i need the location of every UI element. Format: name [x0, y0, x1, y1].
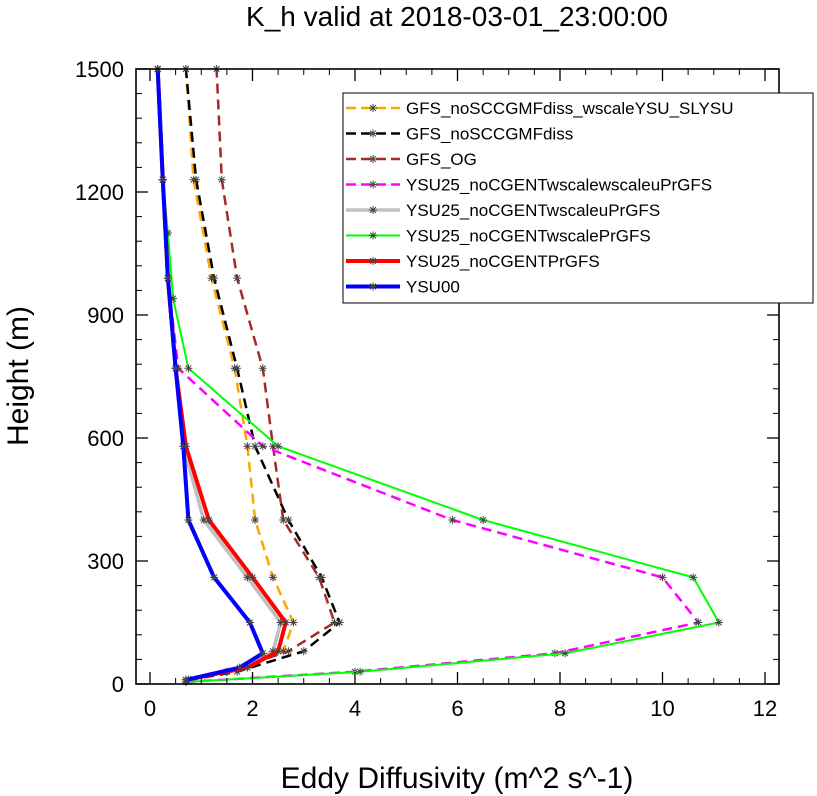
data-point	[233, 667, 242, 676]
data-point	[233, 364, 242, 373]
legend-label: YSU00	[406, 278, 460, 297]
x-tick-label: 2	[246, 696, 258, 721]
data-point	[248, 573, 257, 582]
data-point	[251, 442, 260, 451]
legend-label: YSU25_noCGENTPrGFS	[406, 252, 600, 271]
data-point	[235, 663, 244, 672]
data-point	[243, 442, 252, 451]
data-point	[276, 618, 285, 627]
x-tick-label: 12	[753, 696, 777, 721]
series-line	[155, 68, 265, 682]
legend-label: GFS_OG	[406, 150, 477, 169]
data-point	[284, 647, 293, 656]
data-point	[281, 618, 290, 627]
series-line	[184, 68, 295, 682]
data-point	[192, 175, 201, 184]
data-point	[243, 573, 252, 582]
data-point	[184, 364, 193, 373]
legend-label: YSU25_noCGENTwscaleuPrGFS	[406, 201, 660, 220]
data-point	[258, 649, 267, 658]
data-point	[210, 573, 219, 582]
data-point	[284, 516, 293, 524]
data-point	[204, 516, 213, 524]
data-point	[258, 364, 267, 373]
x-tick-label: 4	[349, 696, 361, 721]
x-tick-label: 6	[451, 696, 463, 721]
legend-marker	[369, 257, 377, 265]
data-point	[258, 442, 267, 451]
legend-label: YSU25_noCGENTwscalePrGFS	[406, 227, 651, 246]
data-point	[163, 229, 172, 237]
data-point	[179, 442, 188, 451]
data-point	[448, 516, 457, 524]
data-point	[561, 649, 570, 658]
data-point	[274, 442, 283, 451]
series-layer	[153, 65, 723, 686]
data-point	[243, 663, 252, 672]
legend-marker	[369, 231, 377, 240]
data-point	[330, 618, 339, 627]
data-point	[199, 516, 208, 524]
legend: GFS_noSCCGMFdiss_wscaleYSU_SLYSU GFS_noSC…	[342, 92, 814, 304]
data-point	[335, 618, 344, 627]
data-point	[279, 516, 288, 524]
data-point	[233, 274, 242, 283]
y-tick-label: 300	[87, 549, 124, 574]
data-point	[279, 647, 288, 656]
data-point	[479, 516, 488, 524]
data-point	[269, 442, 277, 451]
x-axis-label: Eddy Diffusivity (m^2 s^-1)	[281, 762, 634, 795]
data-point	[184, 516, 193, 524]
data-point	[315, 573, 324, 582]
legend-box	[342, 92, 814, 304]
data-point	[171, 364, 180, 373]
legend-marker	[369, 104, 377, 112]
data-point	[269, 647, 277, 656]
x-tick-label: 0	[144, 696, 156, 721]
series-6	[153, 65, 290, 684]
y-tick-label: 0	[112, 672, 124, 697]
data-point	[269, 573, 277, 582]
legend-label: GFS_noSCCGMFdiss	[406, 125, 573, 144]
series-7	[153, 65, 267, 684]
x-tick-label: 10	[650, 696, 674, 721]
legend-marker	[369, 180, 377, 189]
data-point	[356, 667, 365, 676]
data-point	[169, 294, 178, 303]
legend-marker	[369, 155, 377, 163]
data-point	[245, 618, 254, 627]
ticks-layer: 0 2 4 6 8 10 12 0 300 600 900 1200 1500	[75, 57, 779, 721]
data-point	[274, 647, 283, 656]
legend-marker	[369, 129, 377, 138]
data-point	[658, 573, 667, 582]
data-point	[181, 675, 190, 684]
data-point	[689, 573, 698, 582]
chart-title: K_h valid at 2018-03-01_23:00:00	[246, 1, 668, 32]
data-point	[158, 175, 167, 184]
data-point	[210, 274, 219, 283]
y-axis-label: Height (m)	[2, 306, 35, 446]
legend-marker	[369, 282, 377, 291]
data-point	[714, 618, 723, 627]
data-point	[694, 618, 703, 627]
y-tick-label: 1500	[75, 57, 124, 82]
x-tick-label: 8	[554, 696, 566, 721]
y-tick-label: 1200	[75, 180, 124, 205]
data-point	[163, 274, 172, 283]
legend-marker	[369, 206, 377, 214]
data-point	[251, 516, 260, 524]
legend-label: YSU25_noCGENTwscalewscaleuPrGFS	[406, 176, 712, 195]
data-point	[217, 175, 226, 184]
data-point	[289, 618, 298, 627]
y-tick-label: 600	[87, 426, 124, 451]
y-tick-label: 900	[87, 303, 124, 328]
legend-label: GFS_noSCCGMFdiss_wscaleYSU_SLYSU	[406, 99, 734, 118]
data-point	[299, 647, 308, 656]
